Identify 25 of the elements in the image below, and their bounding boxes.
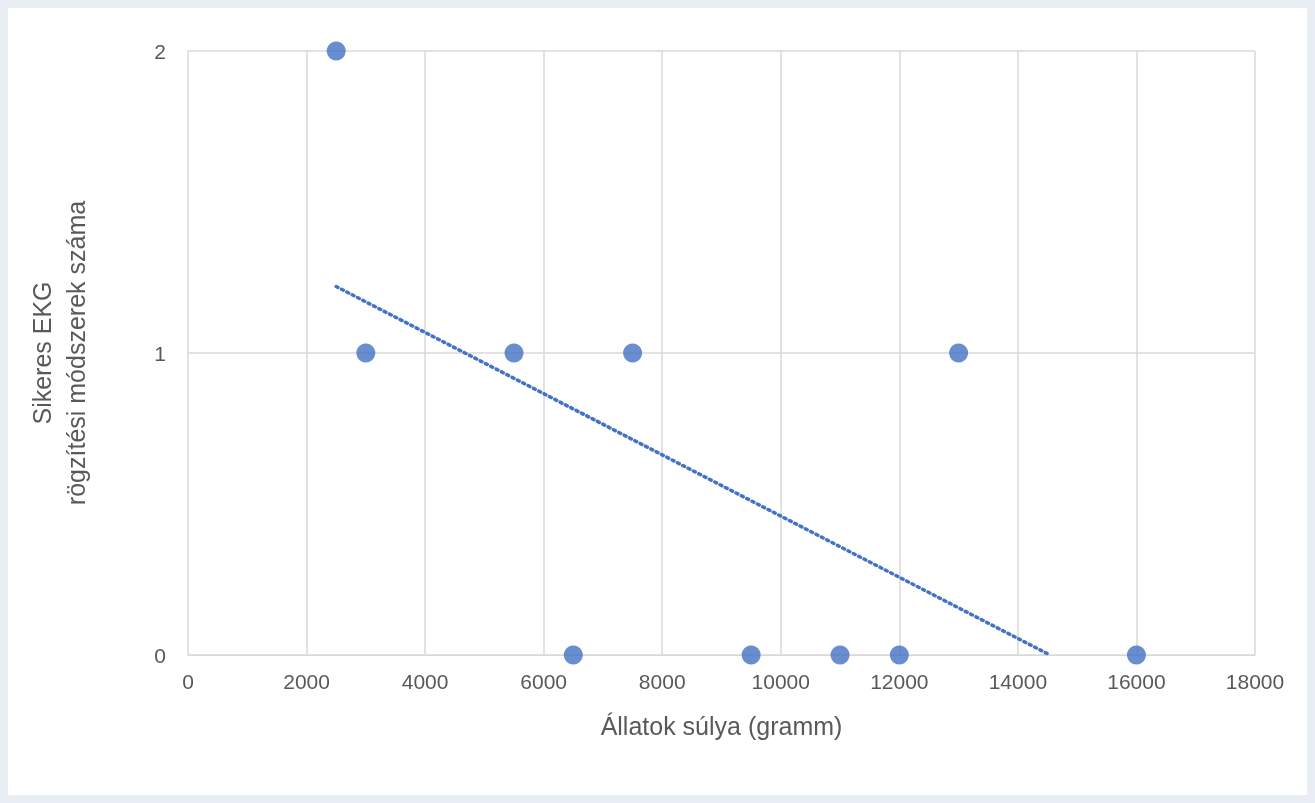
point <box>949 343 969 363</box>
point <box>356 343 376 363</box>
x-tick-label: 14000 <box>988 670 1048 693</box>
x-tick-label: 16000 <box>1107 670 1166 693</box>
point <box>741 645 761 665</box>
x-tick-label: 10000 <box>751 670 810 693</box>
point <box>830 645 850 665</box>
y-tick-label: 1 <box>154 341 166 365</box>
point <box>504 343 524 363</box>
x-tick-label: 6000 <box>520 670 568 693</box>
x-tick-label: 8000 <box>638 670 686 693</box>
point <box>623 343 643 363</box>
point <box>889 645 909 665</box>
y-axis-title: Sikeres EKG rögzítési módszerek száma <box>28 200 90 506</box>
x-tick-label: 2000 <box>283 670 330 693</box>
x-axis-title: Állatok súlya (gramm) <box>600 711 843 740</box>
point <box>1126 645 1146 665</box>
x-tick-label: 4000 <box>401 670 449 693</box>
point <box>326 41 346 61</box>
y-tick-label: 2 <box>154 39 166 63</box>
y-tick-label: 0 <box>154 643 166 667</box>
x-tick-label: 18000 <box>1225 670 1285 693</box>
x-tick-label: 12000 <box>870 670 929 693</box>
x-tick-label: 0 <box>182 670 194 693</box>
point <box>563 645 583 665</box>
